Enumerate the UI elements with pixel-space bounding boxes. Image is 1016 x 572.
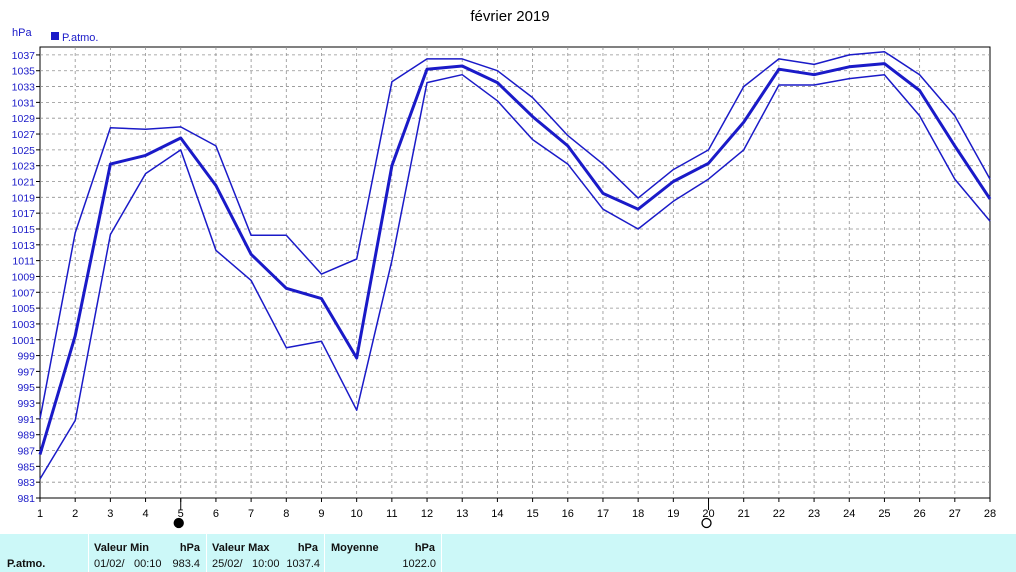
x-tick-label: 27 xyxy=(949,508,961,520)
y-tick-label: 999 xyxy=(17,351,35,363)
new-moon-icon xyxy=(173,517,184,529)
full-moon-icon xyxy=(701,517,712,529)
x-tick-label: 18 xyxy=(632,508,644,520)
y-tick-label: 1005 xyxy=(12,303,36,315)
x-tick-label: 26 xyxy=(914,508,926,520)
series-line-min xyxy=(39,73,991,480)
series-line-mean xyxy=(38,62,992,455)
y-tick-label: 995 xyxy=(17,382,35,394)
stats-max-value: 1037.4 xyxy=(286,558,320,570)
chart-title: février 2019 xyxy=(470,8,549,25)
moon-phases xyxy=(173,498,712,529)
y-axis-unit: hPa xyxy=(12,27,32,39)
y-tick-label: 993 xyxy=(17,398,35,410)
x-tick-label: 19 xyxy=(667,508,679,520)
x-tick-label: 2 xyxy=(72,508,78,520)
stats-min-cell: Valeur Min hPa 01/02/ 00:10 983.4 xyxy=(88,534,206,572)
pressure-chart: février 2019 hPa P.atmo. 981983985987989… xyxy=(12,8,996,529)
legend-label: P.atmo. xyxy=(62,32,99,44)
x-tick-label: 17 xyxy=(597,508,609,520)
x-tick-label: 6 xyxy=(213,508,219,520)
x-tick-label: 15 xyxy=(526,508,538,520)
x-tick-label: 23 xyxy=(808,508,820,520)
y-tick-label: 1035 xyxy=(12,66,36,78)
y-tick-label: 1029 xyxy=(12,113,36,125)
y-tick-label: 1019 xyxy=(12,192,36,204)
x-tick-label: 4 xyxy=(142,508,148,520)
legend-swatch xyxy=(51,32,59,40)
y-tick-label: 1011 xyxy=(12,256,35,268)
x-tick-label: 7 xyxy=(248,508,254,520)
y-tick-label: 1025 xyxy=(12,145,36,157)
y-tick-labels: 981 983 985 987 989 991 993 995 997 999 1001 1003 10… xyxy=(12,50,36,505)
stats-mean-label: Moyenne xyxy=(331,542,379,554)
x-tick-label: 5 xyxy=(178,508,184,520)
y-tick-label: 1009 xyxy=(12,271,36,283)
stats-row-label: P.atmo. xyxy=(7,558,46,570)
y-tick-label: 985 xyxy=(17,461,35,473)
series-lines xyxy=(38,50,992,480)
x-tick-label: 13 xyxy=(456,508,468,520)
y-tick-label: 989 xyxy=(17,430,35,442)
y-tick-label: 991 xyxy=(17,414,35,426)
x-tick-label: 14 xyxy=(491,508,503,520)
x-tick-label: 11 xyxy=(386,508,397,520)
y-tick-label: 997 xyxy=(17,366,35,378)
x-tick-label: 10 xyxy=(351,508,363,520)
x-tick-label: 22 xyxy=(773,508,785,520)
x-tick-label: 8 xyxy=(283,508,289,520)
y-tick-label: 1033 xyxy=(12,82,36,94)
stats-min-date: 01/02/ xyxy=(94,558,125,570)
y-tick-label: 1037 xyxy=(12,50,36,62)
x-tick-label: 25 xyxy=(878,508,890,520)
y-tick-label: 1007 xyxy=(12,287,36,299)
stats-min-time: 00:10 xyxy=(134,558,162,570)
stats-max-time: 10:00 xyxy=(252,558,280,570)
stats-min-label: Valeur Min xyxy=(94,542,150,554)
x-tick-label: 3 xyxy=(107,508,113,520)
stats-mean-unit: hPa xyxy=(414,542,435,554)
y-tick-label: 1023 xyxy=(12,161,36,173)
y-tick-label: 1001 xyxy=(12,335,36,347)
x-tick-label: 28 xyxy=(984,508,996,520)
stats-max-label: Valeur Max xyxy=(212,542,270,554)
y-tick-label: 1027 xyxy=(12,129,36,141)
stats-max-date: 25/02/ xyxy=(212,558,243,570)
x-tick-labels: 1 2 3 4 5 6 7 8 9 10 11 12 13 14 15 16 17 18 19 20 21 22 23 24 2… xyxy=(37,508,996,520)
series-line-max xyxy=(39,50,991,420)
grid xyxy=(36,46,991,502)
x-tick-label: 24 xyxy=(843,508,855,520)
stats-max-unit: hPa xyxy=(297,542,318,554)
y-tick-label: 1031 xyxy=(12,97,36,109)
y-tick-label: 983 xyxy=(17,477,35,489)
y-tick-label: 1003 xyxy=(12,319,36,331)
y-tick-label: 1017 xyxy=(12,208,36,220)
stats-bar: P.atmo. Valeur Min hPa 01/02/ 00:10 983.… xyxy=(0,534,1016,572)
x-tick-label: 1 xyxy=(37,508,43,520)
stats-min-unit: hPa xyxy=(179,542,200,554)
x-tick-label: 21 xyxy=(738,508,750,520)
stats-max-cell: Valeur Max hPa 25/02/ 10:00 1037.4 xyxy=(206,534,324,572)
x-tick-label: 12 xyxy=(421,508,433,520)
x-tick-label: 16 xyxy=(562,508,574,520)
y-tick-label: 1015 xyxy=(12,224,36,236)
plot-frame xyxy=(39,46,991,499)
stats-mean-cell: Moyenne hPa 1022.0 xyxy=(324,534,442,572)
stats-min-value: 983.4 xyxy=(172,558,200,570)
y-tick-label: 1021 xyxy=(12,177,36,189)
x-tick-label: 9 xyxy=(318,508,324,520)
y-tick-label: 987 xyxy=(17,446,35,458)
x-tick-label: 20 xyxy=(702,508,714,520)
y-tick-label: 981 xyxy=(17,493,35,505)
y-tick-label: 1013 xyxy=(12,240,36,252)
stats-mean-value: 1022.0 xyxy=(402,558,436,570)
